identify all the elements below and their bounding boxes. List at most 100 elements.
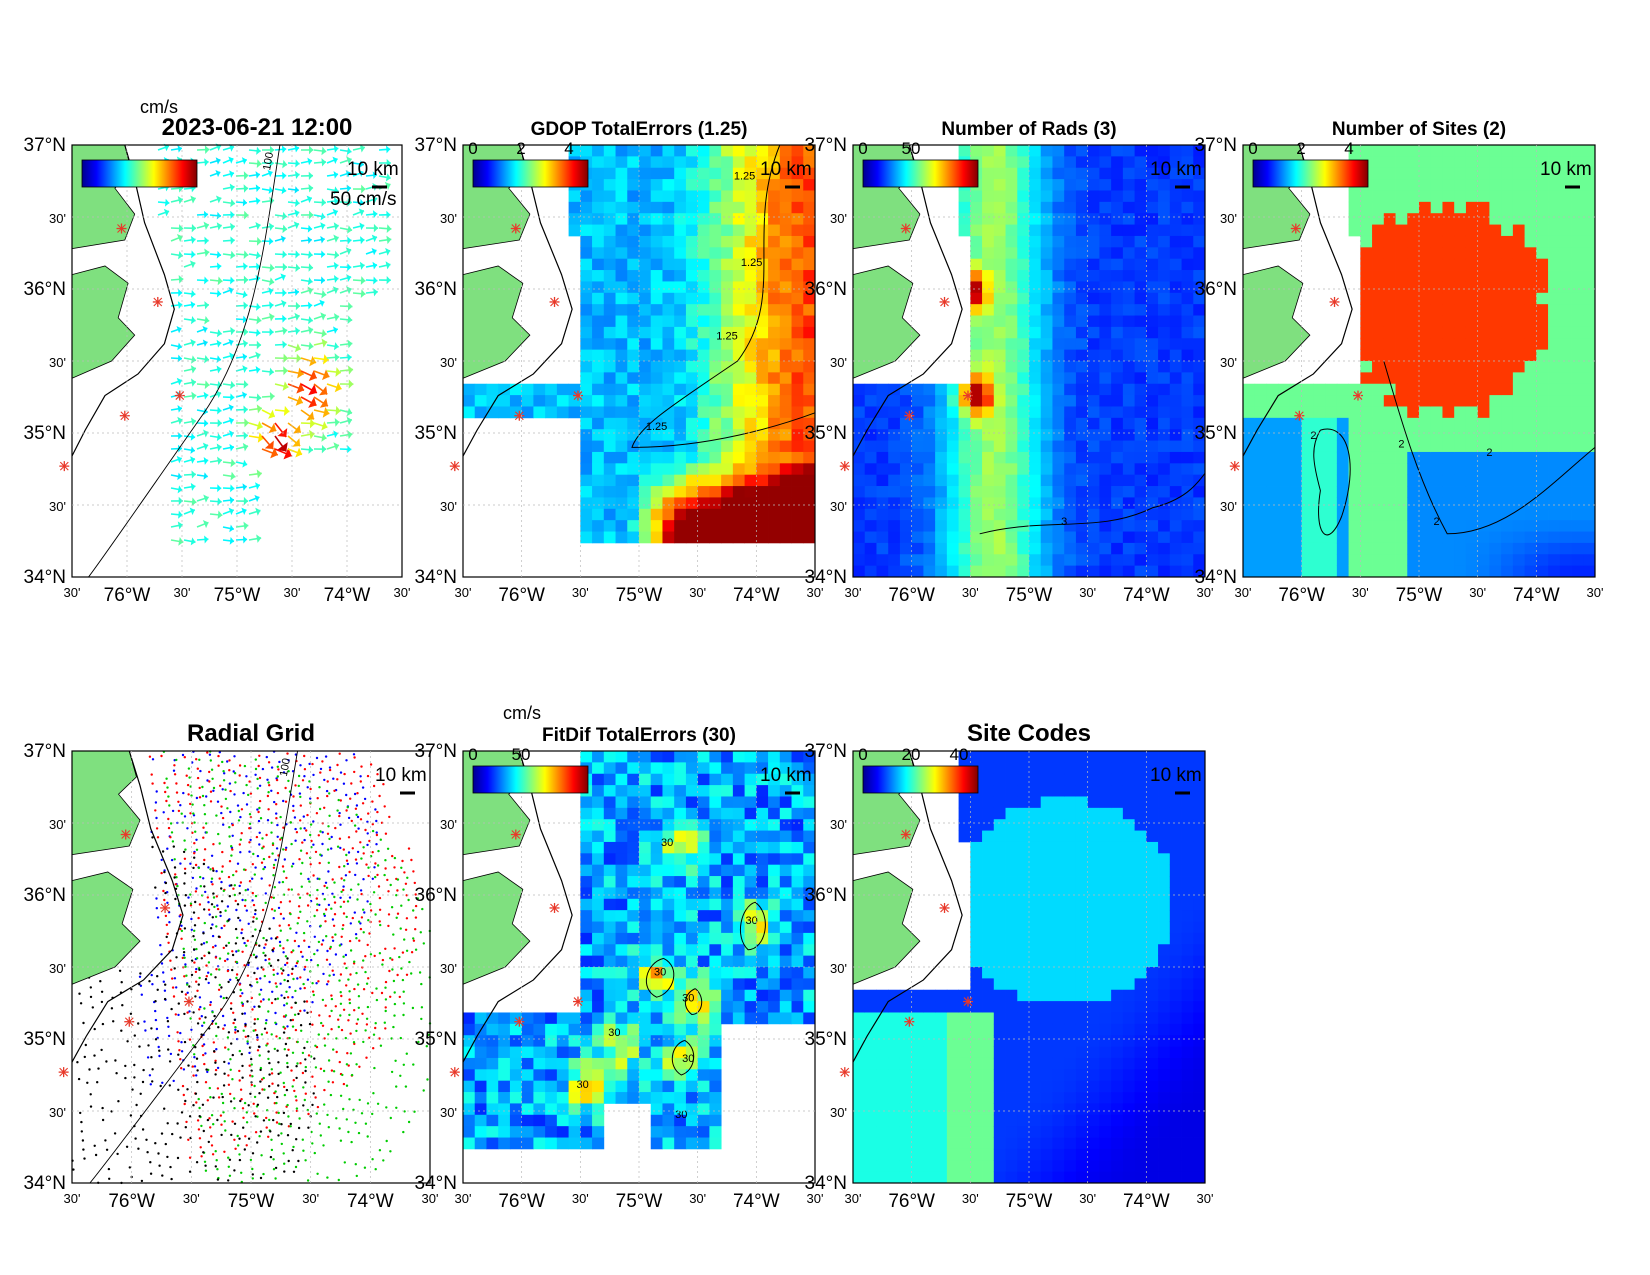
heatmap-cell — [876, 542, 889, 555]
heatmap-cell — [1029, 463, 1042, 476]
heatmap-cell — [674, 463, 687, 476]
heatmap-cell — [1512, 326, 1525, 339]
heatmap-cell — [592, 258, 605, 271]
current-vector — [326, 170, 339, 179]
current-vector — [300, 286, 314, 295]
heatmap-cell — [1477, 167, 1490, 180]
heatmap-cell — [709, 463, 722, 476]
current-vector — [235, 157, 248, 165]
heatmap-cell — [1383, 145, 1396, 157]
grid-point — [238, 764, 242, 767]
grid-point — [295, 831, 299, 834]
grid-point — [242, 791, 245, 795]
grid-point — [243, 941, 246, 945]
heatmap-cell — [603, 451, 616, 464]
heatmap-cell — [1181, 531, 1194, 544]
heatmap-cell — [1040, 508, 1053, 521]
heatmap-cell — [1583, 565, 1596, 578]
heatmap-cell — [1122, 406, 1135, 419]
heatmap-cell — [1040, 417, 1053, 430]
heatmap-cell — [592, 349, 605, 362]
heatmap-cell — [674, 417, 687, 430]
heatmap-cell — [1372, 417, 1385, 430]
grid-point — [245, 1144, 248, 1147]
grid-point — [262, 936, 265, 940]
grid-point — [321, 842, 324, 846]
heatmap-cell — [603, 417, 616, 430]
grid-point — [213, 1014, 216, 1018]
grid-point — [267, 808, 270, 811]
site-marker — [1294, 410, 1305, 421]
grid-point — [262, 951, 265, 955]
grid-point — [168, 1084, 171, 1087]
heatmap-cell — [1372, 361, 1385, 373]
heatmap-cell — [1146, 349, 1159, 362]
current-vector — [313, 396, 329, 408]
heatmap-cell — [1064, 179, 1077, 191]
heatmap-cell — [803, 451, 816, 464]
grid-point — [233, 1122, 237, 1126]
heatmap-cell — [1017, 417, 1030, 430]
grid-point — [187, 767, 191, 770]
grid-point — [238, 843, 241, 846]
grid-point — [342, 924, 345, 927]
current-vector — [339, 379, 354, 389]
heatmap-cell — [982, 167, 995, 180]
heatmap-cell — [1313, 542, 1326, 555]
heatmap-cell — [1266, 395, 1279, 407]
heatmap-cell — [639, 156, 652, 169]
grid-point — [328, 963, 332, 966]
grid-point — [407, 847, 411, 850]
heatmap-cell — [744, 486, 757, 498]
heatmap-cell — [650, 304, 663, 316]
heatmap-cell — [756, 451, 769, 464]
heatmap-cell — [627, 395, 640, 407]
current-vector — [300, 210, 314, 220]
grid-point — [247, 1137, 251, 1140]
grid-point — [149, 1161, 152, 1164]
heatmap-cell — [1075, 497, 1089, 510]
heatmap-cell — [1430, 190, 1443, 203]
current-vector — [274, 422, 288, 438]
heatmap-cell — [1454, 213, 1467, 225]
lon-tick-label: 74°W — [1513, 585, 1560, 606]
grid-point — [147, 1044, 150, 1047]
heatmap-cell — [853, 531, 866, 544]
heatmap-cell — [1181, 383, 1194, 396]
grid-point — [347, 1019, 350, 1022]
heatmap-cell — [1005, 361, 1018, 373]
heatmap-cell — [721, 406, 734, 419]
grid-point — [327, 1080, 330, 1083]
grid-point — [410, 858, 413, 862]
grid-point — [186, 783, 190, 787]
heatmap-cells — [463, 145, 816, 544]
heatmap-cell — [1064, 440, 1077, 453]
heatmap-cell — [650, 315, 663, 328]
heatmap-cell — [768, 372, 781, 385]
grid-point — [247, 1035, 250, 1038]
heatmap-cell — [709, 156, 722, 169]
grid-point — [384, 980, 388, 984]
heatmap-cell — [568, 145, 581, 157]
heatmap-cell — [1052, 417, 1065, 430]
heatmap-cell — [1583, 235, 1596, 248]
grid-point — [241, 1107, 245, 1110]
heatmap-cell — [1512, 281, 1525, 294]
heatmap-cell — [1489, 304, 1502, 316]
grid-point — [276, 1049, 279, 1052]
heatmap-cell — [1134, 190, 1147, 203]
grid-point — [302, 1086, 305, 1089]
heatmap-cell — [982, 406, 995, 419]
grid-point — [190, 917, 193, 921]
heatmap-cell — [1075, 554, 1089, 567]
heatmap-cell — [1313, 565, 1326, 578]
heatmap-cell — [721, 486, 734, 498]
grid-point — [174, 873, 177, 876]
grid-point — [266, 1096, 270, 1099]
heatmap-cell — [1559, 406, 1572, 419]
heatmap-cell — [1169, 326, 1182, 339]
heatmap-cell — [1548, 451, 1561, 464]
heatmap-cell — [732, 463, 745, 476]
heatmap-cell — [1146, 156, 1159, 169]
grid-point — [159, 1084, 162, 1088]
